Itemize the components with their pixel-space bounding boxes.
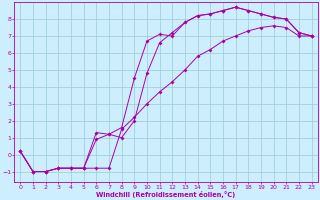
X-axis label: Windchill (Refroidissement éolien,°C): Windchill (Refroidissement éolien,°C) [96, 191, 236, 198]
